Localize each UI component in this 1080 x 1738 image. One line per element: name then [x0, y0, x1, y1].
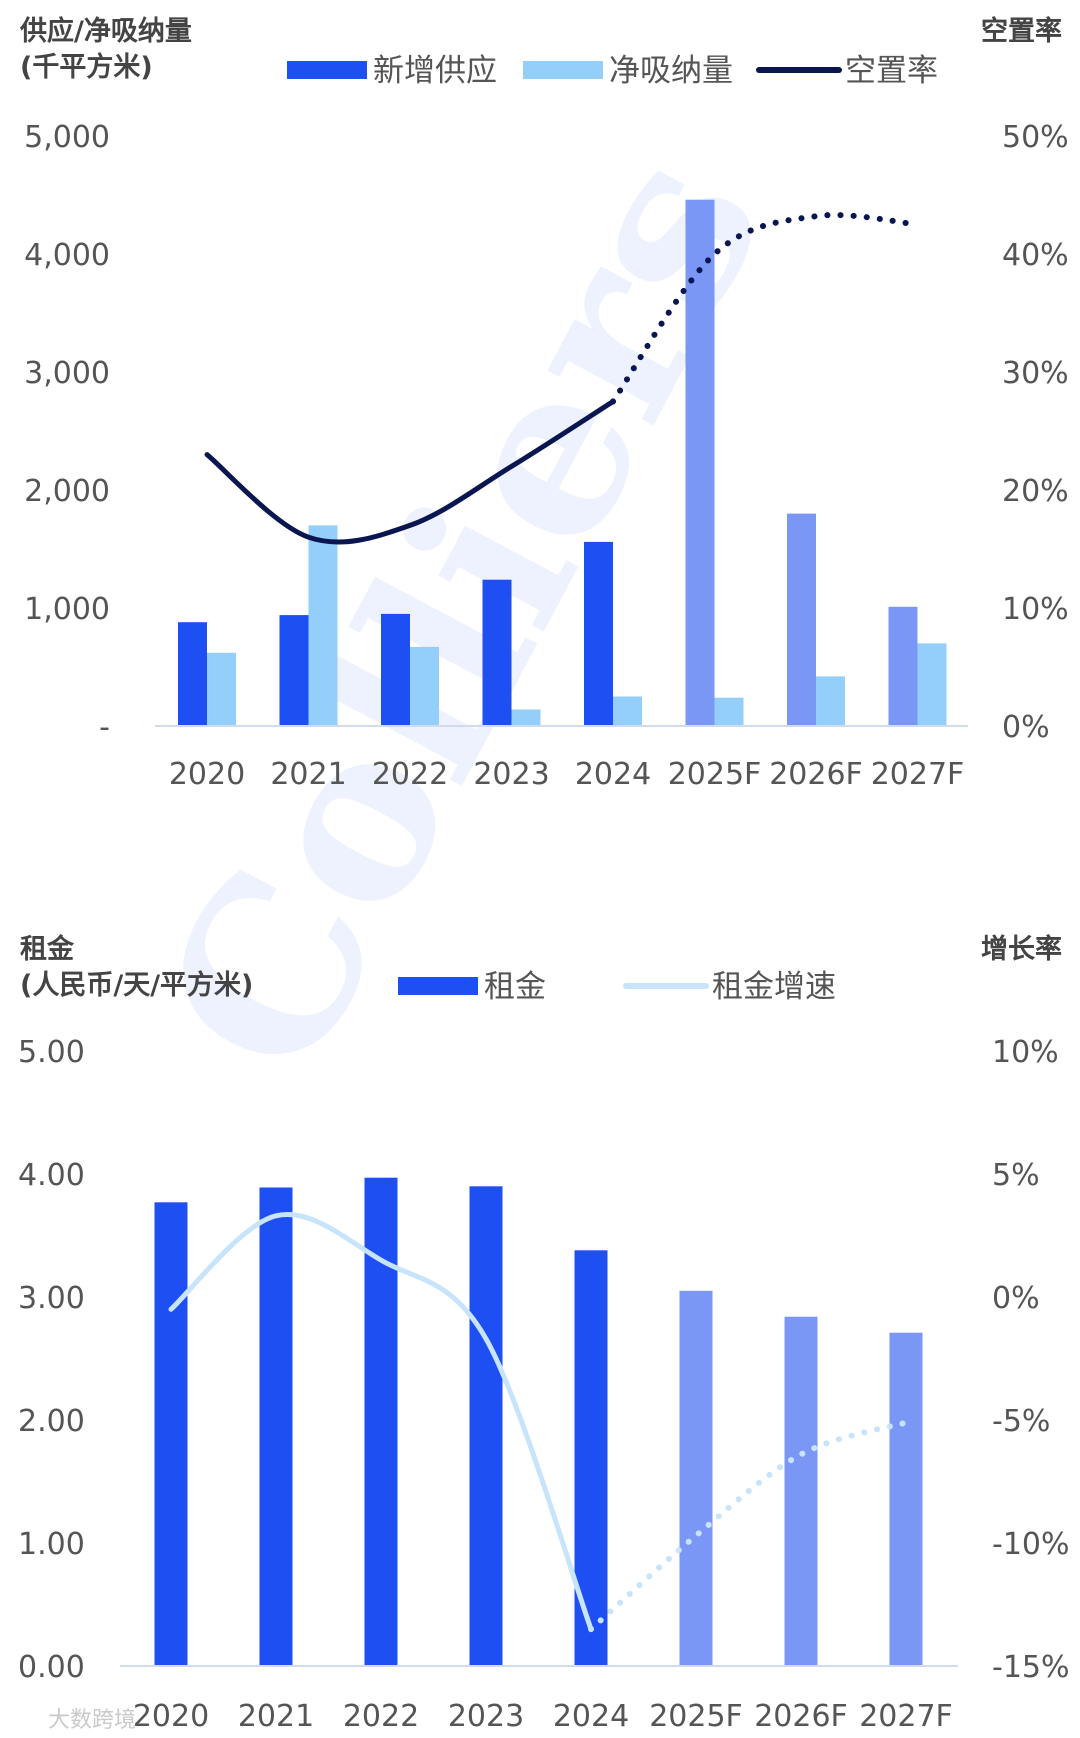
x-tick-label: 2023 [448, 1699, 524, 1734]
y-tick-label: 5.00 [18, 1035, 85, 1070]
bar-净吸纳量-2026F [816, 676, 845, 726]
corner-watermark: 大数跨境 [48, 1708, 136, 1733]
x-tick-label: 2025F [649, 1699, 743, 1734]
x-tick-label: 2026F [769, 757, 863, 792]
x-tick-label: 2022 [372, 757, 448, 792]
bar-租金-2026F [784, 1316, 818, 1666]
bar-租金-2021 [259, 1187, 293, 1666]
legend-swatch-租金 [398, 977, 478, 995]
x-tick-label: 2026F [754, 1699, 848, 1734]
bar-新增供应-2025F [685, 199, 715, 726]
line-空置率-actual [204, 399, 616, 545]
y2-tick-label: 50% [1002, 120, 1069, 155]
y-axis-title: 租金 [20, 933, 75, 965]
y-tick-label: 3.00 [18, 1281, 85, 1316]
x-tick-label: 2021 [270, 757, 346, 792]
y-axis-title: 供应/净吸纳量 [19, 15, 192, 47]
y-axis-title: (千平方米) [20, 51, 153, 83]
bar-租金-2027F [889, 1332, 923, 1666]
y2-tick-label: 20% [1002, 474, 1069, 509]
y-tick-label: 0.00 [18, 1650, 85, 1685]
y2-tick-label: 5% [992, 1158, 1040, 1193]
bar-新增供应-2020 [178, 622, 207, 726]
y-tick-label: 3,000 [24, 356, 110, 391]
x-tick-label: 2021 [238, 1699, 314, 1734]
y2-tick-label: 10% [992, 1035, 1059, 1070]
y2-tick-label: -15% [992, 1650, 1070, 1685]
bar-净吸纳量-2020 [207, 652, 236, 726]
x-tick-label: 2023 [473, 757, 549, 792]
y-tick-label: 1.00 [18, 1527, 85, 1562]
bar-净吸纳量-2025F [714, 697, 744, 726]
bar-新增供应-2021 [279, 615, 309, 726]
y2-tick-label: 40% [1002, 238, 1069, 273]
y2-tick-label: 0% [1002, 710, 1050, 745]
legend-swatch-新增供应 [287, 61, 367, 79]
x-tick-label: 2020 [133, 1699, 209, 1734]
legend-label-净吸纳量: 净吸纳量 [609, 53, 733, 89]
y2-tick-label: -5% [992, 1404, 1050, 1439]
bar-租金-2025F [679, 1290, 713, 1666]
bar-净吸纳量-2027F [917, 643, 947, 726]
bar-租金-2024 [574, 1250, 608, 1666]
y-tick-label: - [99, 710, 110, 745]
y2-axis-title: 空置率 [981, 15, 1062, 47]
y2-tick-label: -10% [992, 1527, 1070, 1562]
y2-axis-title: 增长率 [981, 933, 1062, 965]
bar-净吸纳量-2023 [511, 709, 541, 726]
bar-租金-2023 [469, 1186, 503, 1666]
y-tick-label: 5,000 [24, 120, 110, 155]
y2-tick-label: 10% [1002, 592, 1069, 627]
y-tick-label: 1,000 [24, 592, 110, 627]
x-tick-label: 2020 [169, 757, 245, 792]
legend-label-新增供应: 新增供应 [373, 53, 497, 89]
y-tick-label: 2,000 [24, 474, 110, 509]
y-tick-label: 4,000 [24, 238, 110, 273]
x-tick-label: 2025F [668, 757, 762, 792]
bar-新增供应-2023 [482, 579, 512, 726]
y-axis-title: (人民币/天/平方米) [20, 969, 253, 1001]
bar-租金-2020 [154, 1202, 188, 1666]
y2-tick-label: 30% [1002, 356, 1069, 391]
bar-净吸纳量-2021 [308, 525, 338, 726]
svg-text:大数跨境: 大数跨境 [48, 1708, 136, 1733]
line-空置率-forecast [610, 212, 921, 405]
bar-新增供应-2026F [787, 513, 816, 726]
x-tick-label: 2027F [871, 757, 965, 792]
x-tick-label: 2024 [553, 1699, 629, 1734]
legend-label-租金: 租金 [484, 969, 546, 1005]
bar-新增供应-2027F [888, 606, 918, 726]
bar-净吸纳量-2022 [410, 646, 439, 726]
bar-新增供应-2024 [584, 541, 613, 726]
bar-净吸纳量-2024 [613, 696, 642, 726]
legend-label-租金增速: 租金增速 [712, 969, 836, 1005]
bar-新增供应-2022 [381, 613, 410, 726]
legend-swatch-净吸纳量 [523, 61, 603, 79]
line-租金增速-forecast [588, 1419, 909, 1633]
x-tick-label: 2022 [343, 1699, 419, 1734]
x-tick-label: 2024 [575, 757, 651, 792]
y-tick-label: 2.00 [18, 1404, 85, 1439]
x-tick-label: 2027F [859, 1699, 953, 1734]
legend-label-空置率: 空置率 [845, 53, 938, 89]
y2-tick-label: 0% [992, 1281, 1040, 1316]
y-tick-label: 4.00 [18, 1158, 85, 1193]
line-租金增速-actual [168, 1212, 594, 1632]
